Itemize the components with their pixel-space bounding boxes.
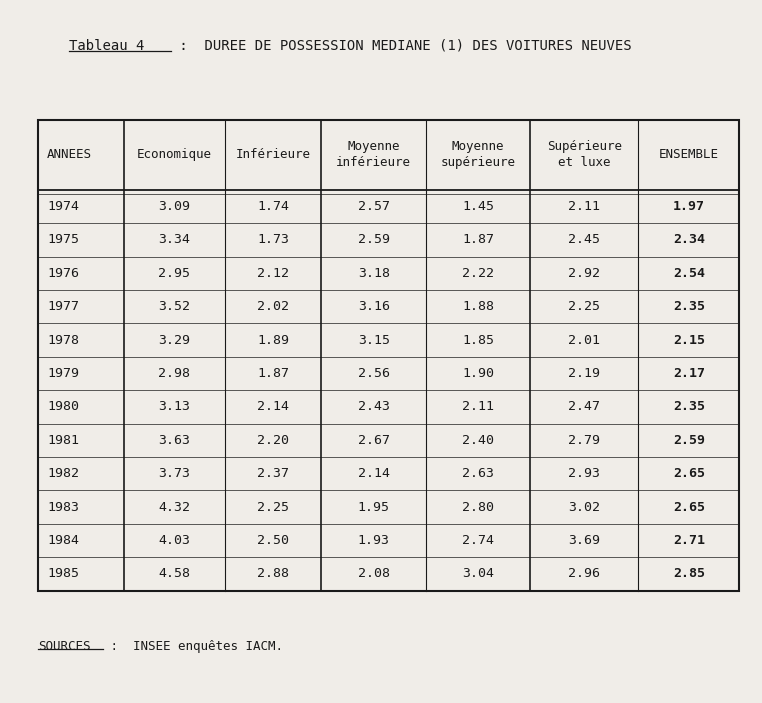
Text: 1.74: 1.74 <box>257 200 289 213</box>
Text: 1.87: 1.87 <box>462 233 494 246</box>
Text: 3.09: 3.09 <box>158 200 190 213</box>
Text: 4.32: 4.32 <box>158 501 190 513</box>
Text: 2.57: 2.57 <box>357 200 389 213</box>
Text: 2.25: 2.25 <box>568 300 600 313</box>
Text: 3.16: 3.16 <box>357 300 389 313</box>
Text: 3.52: 3.52 <box>158 300 190 313</box>
Text: 1974: 1974 <box>47 200 79 213</box>
Text: 1.93: 1.93 <box>357 534 389 547</box>
Text: 1975: 1975 <box>47 233 79 246</box>
Text: 2.35: 2.35 <box>673 401 705 413</box>
Text: Moyenne
supérieure: Moyenne supérieure <box>440 140 516 169</box>
Text: 2.22: 2.22 <box>462 267 494 280</box>
Text: 2.50: 2.50 <box>257 534 289 547</box>
Text: 2.15: 2.15 <box>673 334 705 347</box>
Text: Inférieure: Inférieure <box>235 148 311 161</box>
Text: Tableau 4: Tableau 4 <box>69 39 144 53</box>
Text: 2.65: 2.65 <box>673 467 705 480</box>
Text: 3.04: 3.04 <box>462 567 494 580</box>
Text: 2.45: 2.45 <box>568 233 600 246</box>
Text: 3.69: 3.69 <box>568 534 600 547</box>
Bar <box>38 120 739 591</box>
Text: 2.85: 2.85 <box>673 567 705 580</box>
Text: 2.93: 2.93 <box>568 467 600 480</box>
Text: Moyenne
inférieure: Moyenne inférieure <box>336 140 411 169</box>
Text: 2.34: 2.34 <box>673 233 705 246</box>
Text: 1.89: 1.89 <box>257 334 289 347</box>
Text: 2.79: 2.79 <box>568 434 600 446</box>
Text: 2.08: 2.08 <box>357 567 389 580</box>
Text: 2.14: 2.14 <box>357 467 389 480</box>
Text: 2.02: 2.02 <box>257 300 289 313</box>
Text: Supérieure
et luxe: Supérieure et luxe <box>547 140 622 169</box>
Text: :  DUREE DE POSSESSION MEDIANE (1) DES VOITURES NEUVES: : DUREE DE POSSESSION MEDIANE (1) DES VO… <box>171 39 632 53</box>
Text: 1979: 1979 <box>47 367 79 380</box>
Text: 2.95: 2.95 <box>158 267 190 280</box>
Text: 2.63: 2.63 <box>462 467 494 480</box>
Text: 1.90: 1.90 <box>462 367 494 380</box>
Text: 3.15: 3.15 <box>357 334 389 347</box>
Text: 2.65: 2.65 <box>673 501 705 513</box>
Text: 2.47: 2.47 <box>568 401 600 413</box>
Text: 2.19: 2.19 <box>568 367 600 380</box>
Text: 1980: 1980 <box>47 401 79 413</box>
Text: 1.95: 1.95 <box>357 501 389 513</box>
Text: Economique: Economique <box>136 148 212 161</box>
Text: 2.88: 2.88 <box>257 567 289 580</box>
Text: 1985: 1985 <box>47 567 79 580</box>
Text: 1.73: 1.73 <box>257 233 289 246</box>
Text: 2.54: 2.54 <box>673 267 705 280</box>
Text: 1976: 1976 <box>47 267 79 280</box>
Text: 2.96: 2.96 <box>568 567 600 580</box>
Text: 3.34: 3.34 <box>158 233 190 246</box>
Text: 1.45: 1.45 <box>462 200 494 213</box>
Text: 2.17: 2.17 <box>673 367 705 380</box>
Text: 3.73: 3.73 <box>158 467 190 480</box>
Text: 3.18: 3.18 <box>357 267 389 280</box>
Text: 2.67: 2.67 <box>357 434 389 446</box>
Text: 2.43: 2.43 <box>357 401 389 413</box>
Text: 2.35: 2.35 <box>673 300 705 313</box>
Text: 4.58: 4.58 <box>158 567 190 580</box>
Text: 2.59: 2.59 <box>673 434 705 446</box>
Text: 2.20: 2.20 <box>257 434 289 446</box>
Text: 2.71: 2.71 <box>673 534 705 547</box>
Text: 4.03: 4.03 <box>158 534 190 547</box>
Text: 1.88: 1.88 <box>462 300 494 313</box>
Text: 2.74: 2.74 <box>462 534 494 547</box>
Text: 1981: 1981 <box>47 434 79 446</box>
Text: ANNEES: ANNEES <box>47 148 92 161</box>
Text: SOURCES: SOURCES <box>38 640 91 652</box>
Text: :  INSEE enquêtes IACM.: : INSEE enquêtes IACM. <box>103 640 283 652</box>
Text: 3.02: 3.02 <box>568 501 600 513</box>
Text: 1982: 1982 <box>47 467 79 480</box>
Text: 2.92: 2.92 <box>568 267 600 280</box>
Text: 2.11: 2.11 <box>462 401 494 413</box>
Text: 2.59: 2.59 <box>357 233 389 246</box>
Text: 3.63: 3.63 <box>158 434 190 446</box>
Text: 1.97: 1.97 <box>673 200 705 213</box>
Text: 2.80: 2.80 <box>462 501 494 513</box>
Text: ENSEMBLE: ENSEMBLE <box>659 148 719 161</box>
Text: 3.13: 3.13 <box>158 401 190 413</box>
Text: 1.87: 1.87 <box>257 367 289 380</box>
Text: 1984: 1984 <box>47 534 79 547</box>
Text: 3.29: 3.29 <box>158 334 190 347</box>
Text: 1977: 1977 <box>47 300 79 313</box>
Text: 2.25: 2.25 <box>257 501 289 513</box>
Text: 2.40: 2.40 <box>462 434 494 446</box>
Text: 1983: 1983 <box>47 501 79 513</box>
Text: 2.01: 2.01 <box>568 334 600 347</box>
Text: 2.12: 2.12 <box>257 267 289 280</box>
Text: 1.85: 1.85 <box>462 334 494 347</box>
Text: 2.37: 2.37 <box>257 467 289 480</box>
Text: 1978: 1978 <box>47 334 79 347</box>
Text: 2.11: 2.11 <box>568 200 600 213</box>
Text: 2.98: 2.98 <box>158 367 190 380</box>
Text: 2.56: 2.56 <box>357 367 389 380</box>
Text: 2.14: 2.14 <box>257 401 289 413</box>
